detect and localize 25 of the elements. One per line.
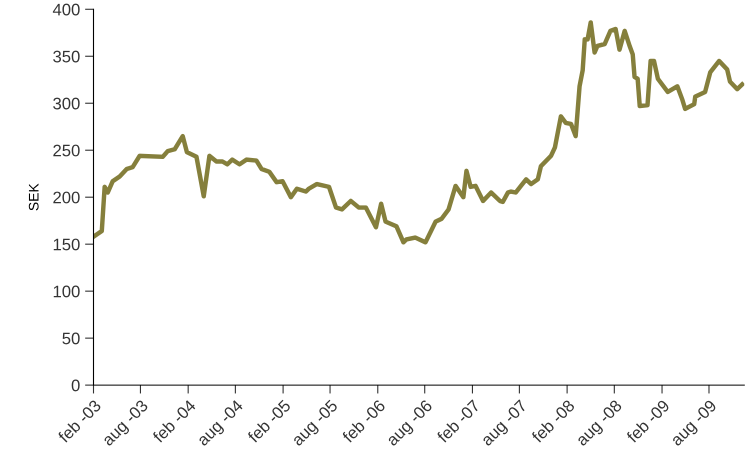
x-tick-label: aug -08 bbox=[575, 399, 625, 449]
y-tick-label: 350 bbox=[53, 50, 80, 62]
x-tick-label: aug -03 bbox=[101, 399, 151, 449]
x-tick-label: feb -04 bbox=[152, 398, 196, 444]
x-tick-label: feb -05 bbox=[246, 398, 292, 444]
line-series bbox=[94, 20, 744, 245]
y-tick-label: 400 bbox=[52, 4, 80, 16]
y-tick-label: 200 bbox=[53, 192, 80, 204]
y-tick-label: 250 bbox=[53, 144, 80, 156]
y-tick-label: 150 bbox=[54, 238, 80, 250]
x-tick-label: aug -07 bbox=[480, 399, 530, 449]
y-tick-label: 100 bbox=[54, 286, 80, 298]
x-tick-label: aug -04 bbox=[196, 398, 246, 449]
y-axis-title: SEK bbox=[28, 183, 39, 210]
x-tick-label: aug -09 bbox=[670, 399, 720, 449]
x-tick-label: feb -07 bbox=[436, 398, 481, 444]
x-tick-label: aug -06 bbox=[386, 399, 436, 449]
x-tick-label: aug -05 bbox=[290, 399, 341, 449]
x-tick-label: feb -06 bbox=[341, 398, 386, 444]
y-tick-label: 300 bbox=[53, 98, 80, 110]
x-tick-label: feb -09 bbox=[626, 398, 670, 444]
y-tick-label: 0 bbox=[72, 380, 80, 392]
x-tick-label: feb -08 bbox=[530, 398, 576, 444]
x-tick-label: feb -03 bbox=[56, 398, 102, 444]
y-tick-label: 50 bbox=[62, 332, 80, 344]
